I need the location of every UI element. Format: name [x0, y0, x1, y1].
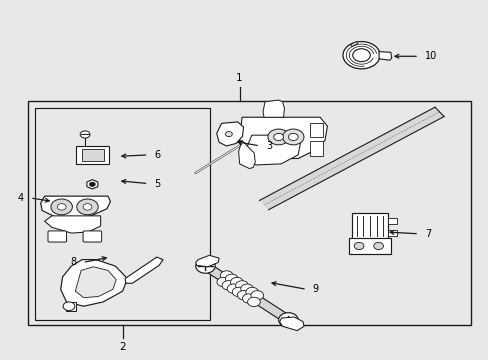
Circle shape: [353, 242, 363, 249]
Bar: [65, 302, 76, 311]
Circle shape: [77, 199, 98, 215]
Text: 3: 3: [266, 141, 272, 151]
Circle shape: [57, 204, 66, 210]
Text: 10: 10: [424, 51, 436, 61]
Polygon shape: [41, 196, 110, 220]
Polygon shape: [239, 117, 327, 158]
Circle shape: [342, 41, 379, 69]
Circle shape: [242, 294, 255, 303]
Circle shape: [288, 134, 298, 140]
FancyBboxPatch shape: [83, 231, 102, 242]
Circle shape: [89, 182, 95, 186]
Circle shape: [235, 281, 248, 290]
FancyBboxPatch shape: [48, 231, 66, 242]
Polygon shape: [125, 257, 163, 283]
Bar: [310, 141, 322, 156]
Circle shape: [83, 204, 92, 210]
Polygon shape: [259, 107, 443, 210]
Polygon shape: [350, 41, 357, 46]
Text: 4: 4: [18, 193, 24, 203]
Polygon shape: [216, 122, 243, 146]
Polygon shape: [244, 135, 300, 165]
Text: 8: 8: [70, 257, 76, 267]
Circle shape: [245, 287, 258, 297]
Circle shape: [80, 131, 90, 138]
Polygon shape: [87, 180, 98, 189]
Polygon shape: [263, 100, 284, 117]
Text: 9: 9: [312, 284, 318, 294]
Circle shape: [63, 302, 75, 311]
Circle shape: [225, 132, 232, 136]
Circle shape: [51, 199, 72, 215]
Bar: [27, 101, 470, 325]
Bar: [35, 108, 210, 320]
Polygon shape: [44, 216, 101, 233]
Circle shape: [220, 271, 232, 280]
Circle shape: [222, 281, 234, 290]
Circle shape: [273, 134, 283, 140]
Circle shape: [282, 129, 304, 145]
Circle shape: [227, 284, 240, 293]
Bar: [387, 219, 396, 224]
Circle shape: [232, 287, 244, 297]
Circle shape: [278, 313, 298, 327]
Polygon shape: [202, 263, 291, 323]
Text: 5: 5: [154, 179, 160, 189]
Polygon shape: [75, 267, 116, 298]
Polygon shape: [378, 51, 391, 60]
Bar: [310, 123, 322, 137]
Bar: [348, 238, 390, 253]
Bar: [76, 146, 109, 164]
Circle shape: [247, 297, 260, 306]
Circle shape: [373, 242, 383, 249]
Circle shape: [225, 274, 238, 283]
Bar: [351, 213, 387, 239]
Text: 1: 1: [236, 73, 243, 83]
Circle shape: [217, 277, 229, 287]
Circle shape: [230, 278, 243, 287]
Circle shape: [195, 259, 215, 273]
Polygon shape: [279, 317, 304, 330]
Polygon shape: [195, 255, 219, 267]
Bar: [387, 230, 396, 235]
Text: 2: 2: [119, 342, 125, 352]
Text: 7: 7: [424, 229, 430, 239]
Circle shape: [267, 129, 289, 145]
Text: 6: 6: [154, 150, 160, 160]
Circle shape: [237, 291, 249, 300]
Circle shape: [250, 291, 263, 300]
Circle shape: [352, 49, 369, 62]
Polygon shape: [238, 140, 255, 168]
Bar: [82, 149, 103, 161]
Circle shape: [240, 284, 253, 293]
Polygon shape: [61, 260, 127, 306]
